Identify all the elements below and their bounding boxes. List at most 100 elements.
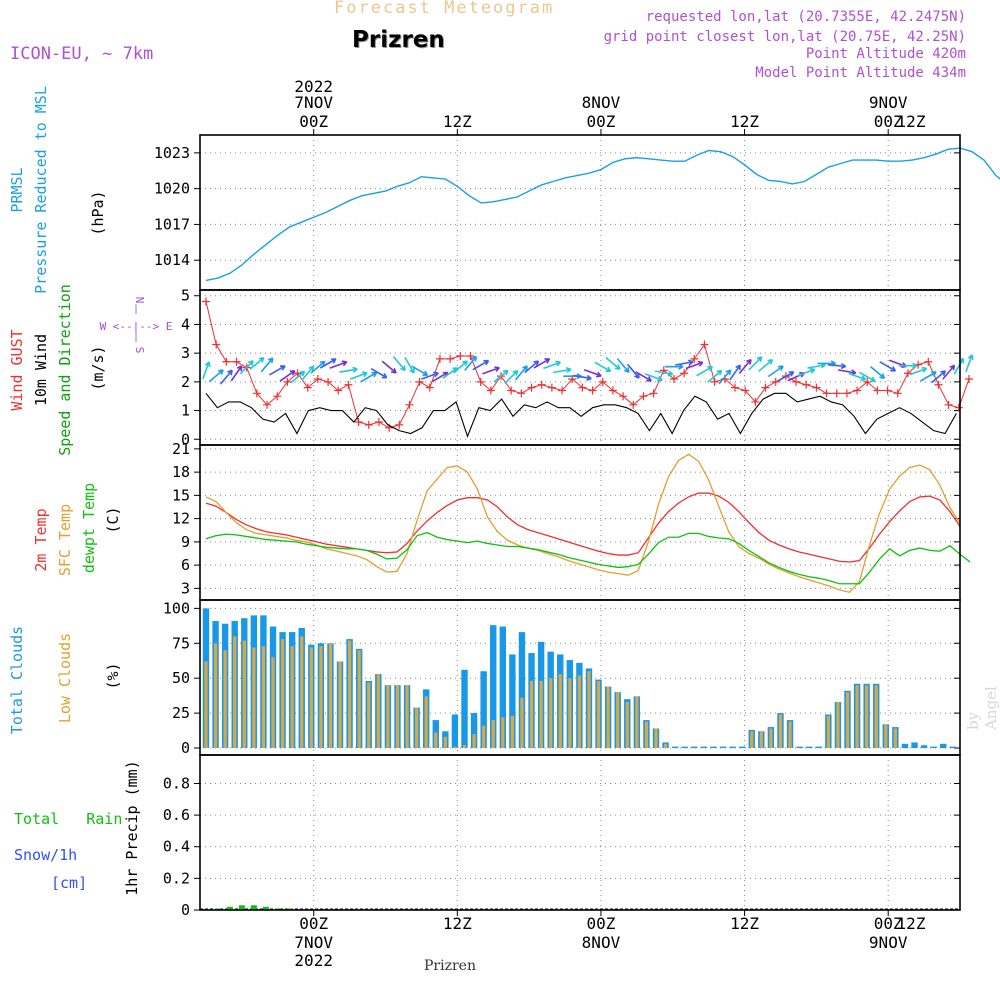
compass-bar: | (133, 304, 139, 315)
pressure-msl-label: Pressure Reduced to MSL (32, 86, 50, 294)
cloud-unit-label: (%) (104, 662, 122, 689)
wind-arrow-head (258, 356, 265, 363)
dewpt-label: dewpt Temp (80, 483, 98, 573)
low-cloud-bar (778, 714, 783, 749)
wind-direction-arrow (909, 367, 927, 376)
wind-arrow-head (361, 371, 368, 378)
wind-10m-label: 10m Wind (32, 334, 50, 406)
wind-direction-arrow (879, 361, 896, 372)
gust-marker (964, 374, 973, 383)
total-cloud-bar (700, 746, 708, 749)
gust-marker (252, 389, 261, 398)
wind-direction-arrow (310, 360, 326, 374)
wind-arrow-head (471, 355, 478, 362)
total-cloud-bar (949, 746, 957, 749)
legend-snow-unit: [cm] (51, 874, 88, 892)
gust-marker (832, 389, 841, 398)
wind-direction-arrow (583, 368, 602, 377)
wind-direction-arrow (573, 374, 592, 380)
gust-marker (771, 377, 780, 386)
wind-direction-arrow (965, 354, 973, 373)
wind-direction-arrow (392, 356, 406, 371)
total-cloud-bar (518, 632, 526, 749)
wind-arrow-head (330, 358, 337, 364)
gust-marker (344, 380, 353, 389)
wind-direction-arrow (616, 357, 630, 373)
legend-total-rain: Total Rain (14, 810, 123, 828)
gust-marker (588, 386, 597, 395)
temperature-ytick-label: 18 (172, 463, 190, 481)
grid-point-coords: grid point closest lon,lat (20.75E, 42.2… (603, 29, 966, 45)
low-cloud-bar (845, 692, 850, 749)
low-cloud-bar (415, 707, 419, 749)
total-cloud-bar (805, 746, 813, 749)
low-cloud-bar (635, 696, 639, 749)
wind-arrow-head (809, 367, 816, 374)
wind-direction-arrow (644, 373, 663, 381)
wind-direction-arrow (553, 368, 572, 374)
wind-direction-arrow (514, 365, 528, 381)
gust-marker (222, 357, 231, 366)
wind-arrow-head (319, 360, 326, 367)
total-cloud-bar (691, 746, 698, 749)
gust-marker (669, 374, 678, 383)
gust-marker (924, 357, 933, 366)
low-cloud-bar (434, 732, 438, 749)
gust-marker (639, 392, 648, 401)
wind-direction-arrow (464, 356, 477, 371)
gust-marker (558, 386, 567, 395)
compass-south: S (133, 347, 146, 354)
pressure-frame (199, 134, 961, 291)
total-cloud-bar (920, 745, 928, 749)
low-cloud-bar (213, 643, 218, 749)
temperature-ytick-label: 12 (172, 510, 190, 528)
wind-arrow-head (788, 371, 795, 377)
low-cloud-bar (242, 640, 246, 749)
wind-arrow-head (544, 358, 551, 364)
gust-marker (293, 369, 302, 378)
total-cloud-bar (509, 654, 516, 749)
wind-arrow-head (767, 358, 774, 365)
wind-arrow-head (595, 371, 602, 378)
low-cloud-bar (252, 647, 256, 749)
wind-ytick-label: 5 (181, 287, 190, 305)
wind-arrow-head (940, 370, 947, 376)
wind-ytick-label: 4 (181, 315, 190, 333)
wind-speed-series (205, 392, 957, 439)
low-cloud-bar (338, 661, 342, 749)
wind-direction-arrow (797, 368, 815, 377)
wind-arrow-head (522, 365, 528, 372)
wind-arrow-head (756, 356, 763, 363)
low-cloud-bar (443, 736, 447, 749)
gust-marker (415, 377, 424, 386)
gust-marker (517, 389, 526, 398)
pressure-ytick-label: 1020 (154, 180, 190, 198)
gust-marker (608, 386, 617, 395)
low-cloud-bar (405, 685, 409, 749)
wind-direction-arrow (431, 371, 449, 383)
temperature-ytick-label: 21 (172, 440, 190, 458)
bottom-time-label: 12Z (897, 914, 926, 933)
wind-arrow-head (381, 372, 388, 379)
wind-direction-arrow (685, 361, 704, 370)
low-cloud-bar (261, 646, 266, 749)
wind-arrow-head (341, 360, 348, 367)
model-label: ICON-EU, ~ 7km (10, 44, 154, 64)
low-cloud-bar (424, 696, 428, 749)
total-cloud-bar (681, 746, 688, 749)
wind-arrow-head (565, 367, 572, 374)
gust-marker (903, 369, 912, 378)
wind-direction-arrow (452, 360, 468, 374)
wind-arrow-head (462, 360, 468, 367)
wind-direction-arrow (239, 360, 254, 375)
total-cloud-bar (470, 713, 478, 749)
wind-direction-arrow (524, 360, 539, 374)
prmsl-label: PRMSL (8, 167, 26, 212)
wind-direction-arrow (339, 368, 358, 373)
wind-direction-arrow (953, 358, 964, 375)
wind-arrow-head (299, 370, 306, 377)
temperature-ytick-label: 15 (172, 486, 190, 504)
pressure-ytick-label: 1023 (154, 144, 190, 162)
precip-ytick-label: 0.4 (163, 838, 190, 856)
top-time-label: 2022 (294, 77, 333, 96)
